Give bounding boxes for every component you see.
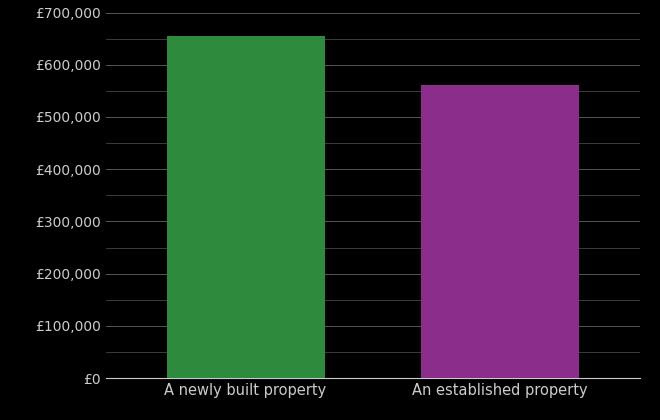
Bar xyxy=(167,36,325,378)
Bar xyxy=(421,85,579,378)
